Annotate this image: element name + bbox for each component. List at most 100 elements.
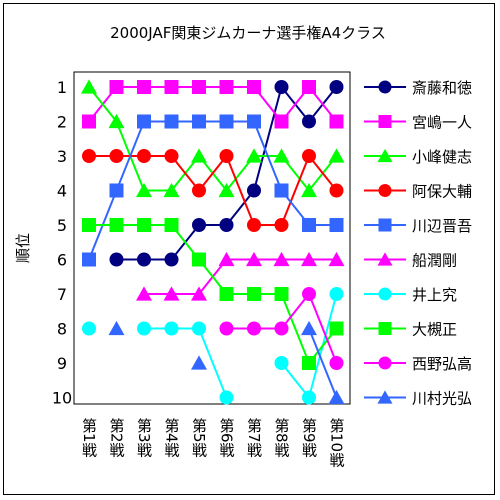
data-point (219, 287, 234, 301)
y-tick-label: 4 (57, 182, 67, 201)
data-point (329, 183, 344, 198)
data-point (137, 321, 151, 336)
data-point (192, 321, 206, 336)
legend-label: 斎藤和徳 (412, 79, 472, 97)
y-tick-label: 10 (52, 389, 72, 408)
legend-label: 川村光弘 (412, 390, 472, 408)
data-point (191, 286, 207, 301)
data-point (219, 80, 234, 94)
data-point (273, 148, 290, 163)
y-tick-label: 6 (57, 251, 67, 270)
x-tick-label: 第3戦 (135, 417, 153, 459)
y-tick-label: 7 (57, 285, 67, 304)
x-tick-label: 第9戦 (300, 417, 318, 459)
data-point (301, 251, 317, 267)
series-line (116, 84, 338, 261)
data-point (164, 114, 179, 129)
data-point (247, 183, 261, 198)
data-point (219, 218, 234, 232)
x-tick-label: 第2戦 (108, 417, 126, 459)
data-point (329, 356, 344, 370)
x-tick-label: 第5戦 (190, 417, 208, 459)
data-point (82, 321, 96, 336)
data-point (192, 114, 206, 129)
data-point (329, 80, 344, 94)
legend-marker (378, 356, 392, 370)
data-point (164, 80, 179, 94)
x-tick-label: 第8戦 (273, 417, 291, 459)
data-point (108, 113, 125, 129)
data-point (302, 218, 316, 232)
y-tick-label: 9 (57, 354, 67, 373)
y-tick-label: 1 (57, 78, 67, 97)
data-point (329, 287, 344, 301)
legend-marker (378, 218, 392, 232)
y-tick-label: 2 (57, 113, 67, 132)
data-point (247, 80, 261, 94)
series-line (280, 293, 338, 400)
series-line (308, 328, 338, 398)
data-point (137, 114, 151, 129)
series-line (88, 85, 338, 124)
x-tick-label: 第6戦 (218, 417, 236, 459)
data-point (192, 183, 206, 198)
data-point (274, 183, 289, 198)
data-point (329, 321, 344, 336)
data-point (137, 252, 151, 267)
data-point (109, 218, 124, 232)
chart-title: 2000JAF関東ジムカーナ選手権A4クラス (110, 24, 386, 42)
data-point (302, 356, 316, 370)
legend-marker (378, 184, 392, 197)
data-point (81, 79, 97, 94)
series-lines (88, 84, 338, 400)
legend-label: 川辺晋吾 (412, 217, 472, 235)
data-point (192, 218, 206, 232)
legend-marker (378, 322, 392, 335)
data-point (218, 182, 235, 198)
data-point (301, 182, 317, 198)
data-point (302, 80, 316, 94)
plot-area (73, 71, 351, 405)
data-point (136, 286, 152, 301)
y-tick-label: 3 (57, 147, 67, 166)
data-point (191, 148, 207, 163)
data-point (328, 251, 345, 267)
data-point (163, 286, 180, 301)
series-line (88, 86, 338, 193)
data-point (219, 321, 234, 336)
data-point (247, 321, 261, 336)
data-point (109, 252, 124, 267)
data-point (137, 80, 151, 94)
x-tick-label: 第4戦 (163, 417, 181, 459)
data-point (274, 287, 289, 301)
y-tick-label: 5 (57, 216, 67, 235)
series-line (88, 120, 337, 260)
legend-marker (378, 287, 392, 301)
data-point (137, 218, 151, 232)
data-point (302, 390, 316, 405)
data-point (218, 251, 235, 267)
data-point (328, 148, 345, 163)
series-line (89, 224, 338, 365)
legend-marker (378, 80, 392, 94)
data-point (219, 114, 234, 129)
data-point (274, 321, 289, 336)
data-point (109, 80, 124, 94)
data-point (191, 355, 207, 370)
data-point (136, 182, 152, 198)
legend-label: 大槻正 (412, 321, 457, 339)
data-point (274, 356, 289, 370)
data-point (82, 114, 96, 129)
legend-marker (377, 252, 393, 266)
x-tick-label: 第7戦 (245, 417, 263, 459)
y-tick-label: 8 (57, 320, 67, 339)
data-point (274, 114, 289, 129)
data-point (329, 114, 344, 129)
data-point (82, 252, 96, 267)
data-point (329, 218, 344, 232)
series-markers (81, 79, 345, 405)
data-point (247, 218, 261, 232)
data-point (164, 321, 179, 336)
